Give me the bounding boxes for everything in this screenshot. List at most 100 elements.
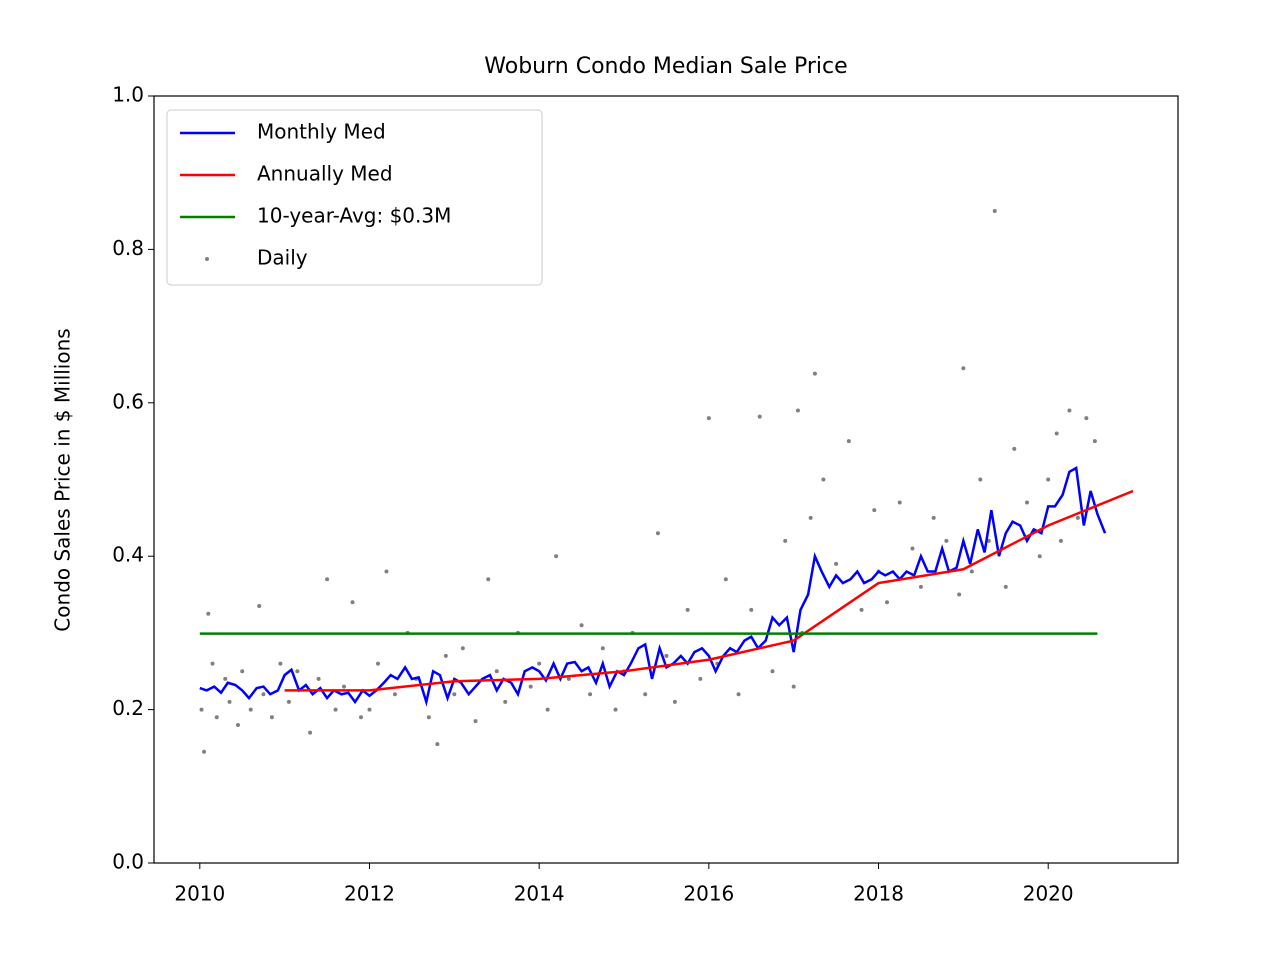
daily-point — [223, 676, 228, 681]
daily-point — [812, 371, 817, 376]
daily-point — [325, 577, 330, 582]
daily-point — [278, 661, 283, 666]
daily-point — [367, 707, 372, 712]
daily-point — [821, 477, 826, 482]
daily-point — [664, 653, 669, 658]
daily-point — [460, 646, 465, 651]
daily-point — [308, 730, 313, 735]
daily-point — [359, 715, 364, 720]
daily-point — [944, 538, 949, 543]
daily-point — [783, 538, 788, 543]
daily-point — [672, 699, 677, 704]
daily-point — [698, 676, 703, 681]
daily-point — [342, 684, 347, 689]
daily-point — [1084, 416, 1089, 421]
daily-point — [706, 416, 711, 421]
daily-point — [1012, 446, 1017, 451]
daily-point — [791, 684, 796, 689]
daily-point — [316, 676, 321, 681]
daily-point — [350, 600, 355, 605]
daily-point — [685, 607, 690, 612]
daily-point — [286, 699, 291, 704]
daily-point — [808, 515, 813, 520]
daily-point — [1067, 408, 1072, 413]
daily-point — [545, 707, 550, 712]
daily-point — [957, 592, 962, 597]
daily-point — [1003, 584, 1008, 589]
daily-point — [834, 561, 839, 566]
daily-point — [295, 669, 300, 674]
series-line — [284, 489, 1134, 692]
y-tick-label: 1.0 — [112, 83, 144, 107]
daily-point — [757, 414, 762, 419]
y-tick-label: 0.6 — [112, 389, 144, 413]
daily-point — [1037, 554, 1042, 559]
daily-point — [918, 584, 923, 589]
daily-point — [613, 707, 618, 712]
daily-point — [435, 742, 440, 747]
daily-point — [392, 692, 397, 697]
daily-point — [736, 692, 741, 697]
daily-point — [375, 661, 380, 666]
daily-point — [1024, 500, 1029, 505]
daily-point — [749, 607, 754, 612]
daily-point — [210, 661, 215, 666]
legend: Monthly Med Annually Med 10-year-Avg: $0.3… — [166, 109, 543, 286]
x-tick-label: 2016 — [683, 882, 734, 906]
legend-label: Monthly Med — [257, 120, 386, 144]
daily-point — [992, 209, 997, 214]
legend-label: Annually Med — [257, 162, 393, 186]
daily-point — [897, 500, 902, 505]
daily-point — [846, 439, 851, 444]
y-tick-label: 0.2 — [112, 696, 144, 720]
daily-point — [235, 722, 240, 727]
daily-point — [269, 715, 274, 720]
daily-point — [1058, 538, 1063, 543]
daily-point — [452, 692, 457, 697]
daily-point — [1054, 431, 1059, 436]
daily-point — [1075, 515, 1080, 520]
x-tick-label: 2014 — [514, 882, 565, 906]
daily-point — [978, 477, 983, 482]
y-tick-label: 0.0 — [112, 850, 144, 874]
legend-label: Daily — [257, 246, 308, 270]
daily-point — [1046, 477, 1051, 482]
daily-point — [770, 669, 775, 674]
daily-point — [384, 569, 389, 574]
legend-label: 10-year-Avg: $0.3M — [257, 204, 451, 228]
daily-point — [202, 749, 207, 754]
daily-point — [486, 577, 491, 582]
x-tick-label: 2018 — [853, 882, 904, 906]
daily-point — [494, 669, 499, 674]
daily-point — [1092, 439, 1097, 444]
daily-point — [655, 531, 660, 536]
legend-marker — [205, 257, 209, 261]
x-tick-label: 2010 — [174, 882, 225, 906]
x-tick-label: 2012 — [344, 882, 395, 906]
daily-point — [566, 676, 571, 681]
daily-point — [859, 607, 864, 612]
y-tick-label: 0.4 — [112, 543, 144, 567]
daily-point — [579, 623, 584, 628]
daily-point — [537, 661, 542, 666]
daily-point — [600, 646, 605, 651]
daily-point — [528, 684, 533, 689]
daily-point — [261, 692, 266, 697]
y-axis-label: Condo Sales Price in $ Millions — [51, 328, 75, 631]
daily-point — [910, 546, 915, 551]
daily-point — [795, 408, 800, 413]
daily-point — [248, 707, 253, 712]
series-line — [199, 466, 1107, 707]
daily-point — [443, 653, 448, 658]
daily-point — [931, 515, 936, 520]
daily-point — [227, 699, 232, 704]
daily-point — [503, 699, 508, 704]
y-tick-label: 0.8 — [112, 236, 144, 260]
daily-point — [333, 707, 338, 712]
daily-point — [723, 577, 728, 582]
x-tick-label: 2020 — [1023, 882, 1074, 906]
daily-point — [554, 554, 559, 559]
legend-box — [166, 109, 543, 286]
daily-point — [588, 692, 593, 697]
